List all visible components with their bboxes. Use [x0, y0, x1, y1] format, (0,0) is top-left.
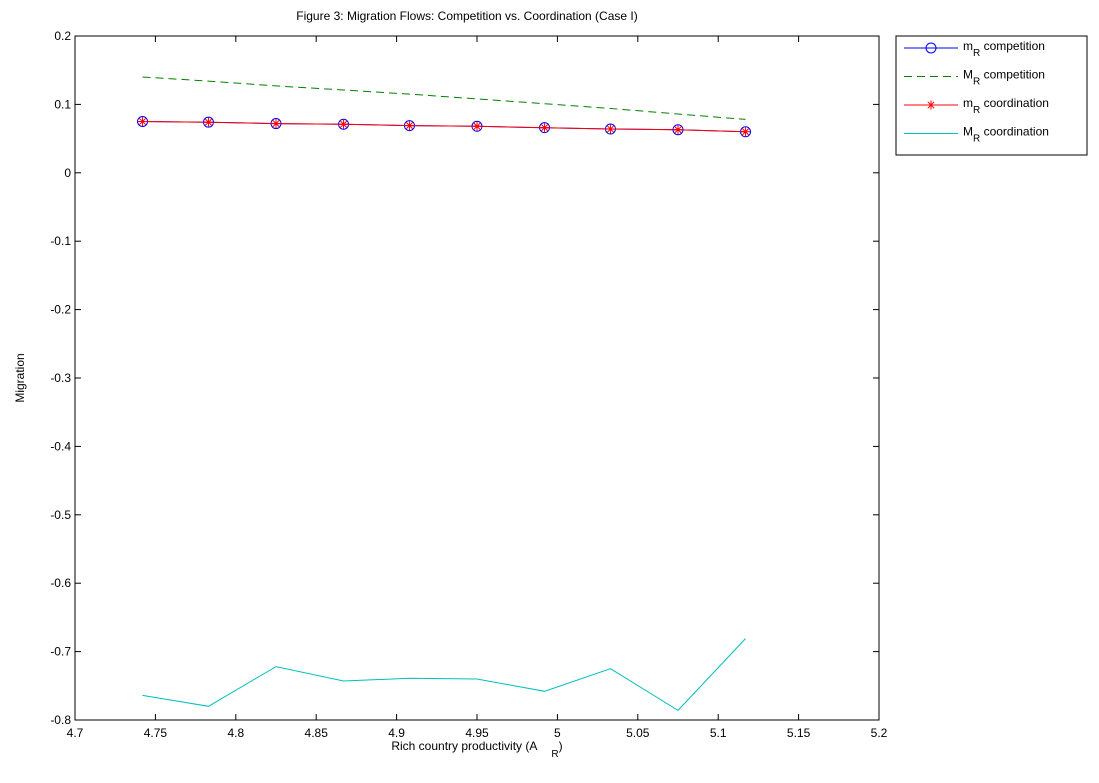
- legend-box: [895, 35, 1088, 156]
- legend-marker: [926, 100, 936, 110]
- data-point-marker: [673, 125, 683, 135]
- x-tick-label: 5.15: [787, 726, 811, 740]
- legend-label: MR competition: [963, 68, 1045, 88]
- data-point-marker: [540, 123, 550, 133]
- data-point-marker: [741, 127, 751, 137]
- chart-title: Figure 3: Migration Flows: Competition v…: [296, 9, 637, 23]
- x-tick-label: 4.95: [465, 726, 489, 740]
- x-tick-label: 4.75: [144, 726, 168, 740]
- legend-entry: mR competition: [904, 39, 1045, 59]
- data-point-marker: [203, 117, 213, 127]
- legend: mR competition MR competition mR coordinat…: [895, 35, 1088, 156]
- legend-entry: MR coordination: [904, 125, 1049, 145]
- legend-entry: mR coordination: [904, 96, 1049, 116]
- y-tick-label: -0.1: [50, 234, 71, 248]
- y-tick-label: -0.8: [50, 713, 71, 727]
- y-tick-label: -0.4: [50, 439, 71, 453]
- y-tick-label: -0.6: [50, 576, 71, 590]
- plot-series: [137, 76, 752, 712]
- legend-label: mR coordination: [963, 96, 1049, 116]
- legend-entry: MR competition: [904, 68, 1045, 88]
- y-tick-label: 0.2: [54, 29, 71, 43]
- y-tick-label: 0: [64, 166, 71, 180]
- y-axis: 0.2 0.1 0 -0.1 -0.2 -0.3 -0.4 -0.5 -0.6 -0.7 -0.8: [50, 29, 879, 727]
- x-tick-label: 4.9: [388, 726, 405, 740]
- data-point-marker: [339, 119, 349, 129]
- series-line: [142, 638, 746, 712]
- plot-frame: [74, 35, 880, 721]
- data-point-marker: [271, 119, 281, 129]
- y-axis-label: Migration: [13, 353, 27, 402]
- x-tick-label: 4.85: [305, 726, 329, 740]
- legend-label: mR competition: [963, 39, 1045, 59]
- data-point-marker: [605, 124, 615, 134]
- data-point-marker: [138, 117, 148, 126]
- data-point-marker: [472, 121, 482, 131]
- x-tick-label: 5.2: [871, 726, 888, 740]
- y-tick-label: -0.7: [50, 645, 71, 659]
- x-tick-label: 4.7: [67, 726, 84, 740]
- x-axis: 4.7 4.75 4.8 4.85 4.9 4.95 5 5.05 5.1 5.15 5.2: [67, 36, 888, 740]
- y-tick-label: 0.1: [54, 97, 71, 111]
- x-tick-label: 4.8: [227, 726, 244, 740]
- series-3: [142, 638, 746, 712]
- series-1: [142, 76, 746, 120]
- x-tick-label: 5.05: [626, 726, 650, 740]
- y-tick-label: -0.5: [50, 508, 71, 522]
- series-line: [142, 76, 746, 120]
- y-tick-label: -0.2: [50, 303, 71, 317]
- y-tick-label: -0.3: [50, 371, 71, 385]
- x-axis-label: Rich country productivity (AR): [391, 739, 562, 760]
- x-tick-label: 5: [554, 726, 561, 740]
- legend-label: MR coordination: [963, 125, 1049, 145]
- series-line: [142, 121, 746, 133]
- data-point-marker: [404, 121, 414, 131]
- x-tick-label: 5.1: [710, 726, 727, 740]
- series-2: [138, 117, 751, 137]
- legend-marker: [925, 42, 937, 54]
